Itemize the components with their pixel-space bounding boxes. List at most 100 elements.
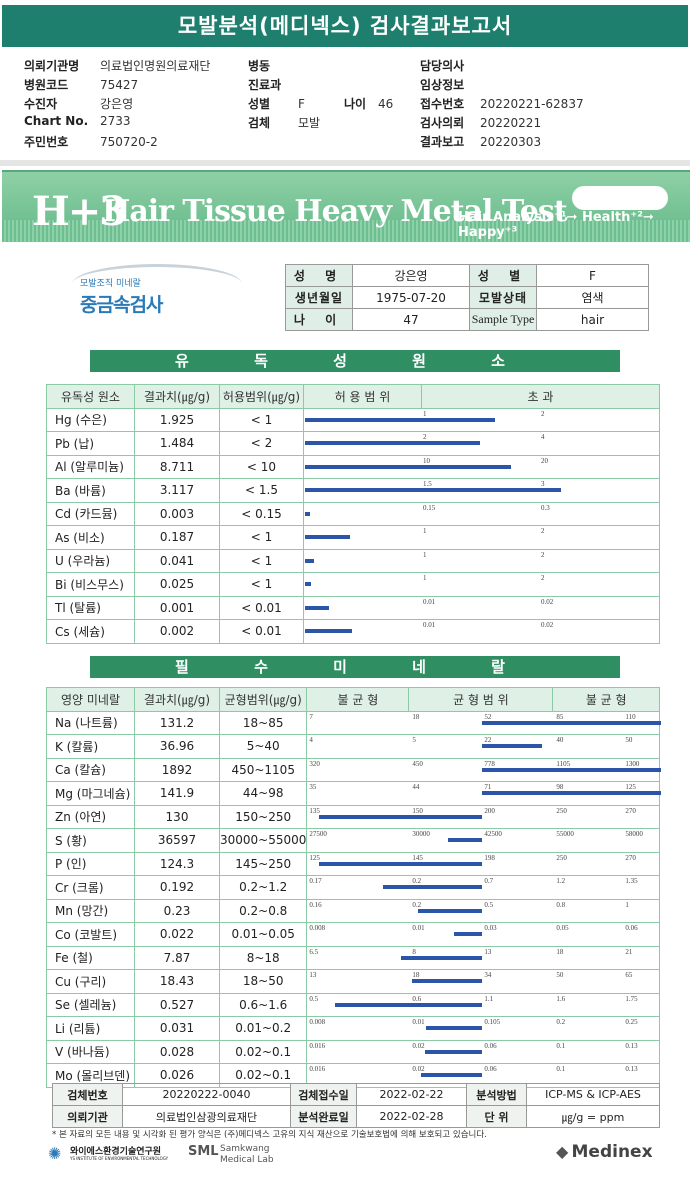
specimen-no: 20220222-0040 xyxy=(122,1083,291,1106)
table-row: Cd (카드뮴) 0.003 < 0.15 0.15 0.3 xyxy=(46,501,660,526)
balance-bar xyxy=(448,838,483,842)
balance-range: 0.2~0.8 xyxy=(218,898,308,923)
table-row: Ba (바륨) 3.117 < 1.5 1.5 3 xyxy=(46,478,660,503)
banner-tagline: Hair Analysis⁺¹➞ Health⁺²➞ Happy⁺³ xyxy=(458,210,654,240)
header-value: F xyxy=(298,97,305,111)
patient-dob: 1975-07-20 xyxy=(352,286,470,309)
mineral-heading: 필 수 미 네 랄 xyxy=(90,656,620,678)
header-key: 접수번호 xyxy=(420,97,465,111)
tick-label: 85 xyxy=(556,712,564,721)
allowed-range: < 10 xyxy=(219,454,304,479)
balance-bar xyxy=(424,1049,483,1054)
patient-label: 성 별 xyxy=(469,264,537,287)
tick-label: 0.02 xyxy=(541,621,554,629)
header-key: 의뢰기관명 xyxy=(24,59,80,73)
result-value: 0.041 xyxy=(134,548,220,573)
header-key: 진료과 xyxy=(248,78,282,92)
medinex-logo: ◆ Medinex xyxy=(556,1142,653,1162)
tick-label: 0.02 xyxy=(412,1065,425,1073)
banner-title: Hair Tissue Heavy Metal Test xyxy=(102,194,568,229)
level-bar-cell: 10 20 xyxy=(303,454,660,479)
tick-label: 0.016 xyxy=(309,1041,326,1050)
result-value: 36597 xyxy=(134,828,220,853)
table-row: Zn (아연) 130 150~250 135 150 200 250 270 xyxy=(46,804,660,829)
level-bar-cell: 0.01 0.02 xyxy=(303,595,660,620)
table-row: Se (셀레늄) 0.527 0.6~1.6 0.5 0.6 1.1 1.6 1.75 xyxy=(46,992,660,1017)
column-header: 허 용 범 위 xyxy=(303,384,422,409)
balance-bar xyxy=(482,720,662,725)
analysis-method: ICP-MS & ICP-AES xyxy=(526,1083,660,1106)
tick-label: 0.016 xyxy=(309,1065,326,1073)
tick-label: 0.3 xyxy=(541,503,550,512)
header-value: 20220221 xyxy=(480,116,542,130)
tick-label: 1105 xyxy=(556,759,571,768)
tick-label: 1 xyxy=(423,527,427,535)
balance-bar-cell: 0.17 0.2 0.7 1.2 1.35 xyxy=(306,875,660,900)
tick-label: 71 xyxy=(484,783,492,791)
age-key: 나이 xyxy=(344,97,367,111)
tick-label: 125 xyxy=(625,783,636,791)
footer-label: 의뢰기관 xyxy=(52,1105,123,1128)
header-value: 75427 xyxy=(100,78,139,92)
patient-label: Sample Type xyxy=(469,308,537,331)
element-name: Tl (탈륨) xyxy=(46,595,135,620)
tick-label: 0.01 xyxy=(423,597,436,606)
table-row: Fe (철) 7.87 8~18 6.5 8 13 18 21 xyxy=(46,945,660,970)
mineral-name: P (인) xyxy=(46,851,135,876)
seal-arc xyxy=(72,264,242,304)
tick-label: 0.5 xyxy=(309,994,319,1003)
table-row: Cu (구리) 18.43 18~50 13 18 34 50 65 xyxy=(46,969,660,994)
header-field: 검체 모발 xyxy=(248,114,320,131)
element-name: Bi (비스무스) xyxy=(46,572,135,597)
tick-label: 778 xyxy=(484,759,495,768)
header-key: 담당의사 xyxy=(420,59,465,73)
header-value: 모발 xyxy=(298,116,321,130)
balance-bar-cell: 27500 30000 42500 55000 58000 xyxy=(306,828,660,853)
element-name: U (우라늄) xyxy=(46,548,135,573)
header-value: 강은영 xyxy=(100,97,134,111)
tick-label: 145 xyxy=(412,853,423,862)
tick-label: 8 xyxy=(412,947,416,956)
tick-label: 0.15 xyxy=(423,503,436,512)
mineral-name: Mn (망간) xyxy=(46,898,135,923)
table-row: S (황) 36597 30000~55000 27500 30000 42500 5500… xyxy=(46,828,660,853)
tick-label: 2 xyxy=(423,433,427,441)
footer-label: 단 위 xyxy=(466,1105,527,1128)
tick-label: 1 xyxy=(423,550,427,559)
samkwang-lab: Medical Lab xyxy=(220,1155,274,1165)
balance-bar-cell: 0.016 0.02 0.06 0.1 0.13 xyxy=(306,1039,660,1064)
toxic-heading: 유 독 성 원 소 xyxy=(90,350,620,372)
tick-label: 13 xyxy=(309,971,317,979)
balance-range: 0.02~0.1 xyxy=(218,1039,308,1064)
table-row: K (칼륨) 36.96 5~40 4 5 22 40 50 xyxy=(46,734,660,759)
tick-label: 270 xyxy=(625,806,636,815)
tick-label: 0.5 xyxy=(484,900,494,909)
banner-stripe xyxy=(2,220,690,242)
tick-label: 1.75 xyxy=(625,994,638,1003)
table-row: Cs (세슘) 0.002 < 0.01 0.01 0.02 xyxy=(46,619,660,644)
patient-label: 성 명 xyxy=(285,264,353,287)
patient-sex: F xyxy=(536,264,649,287)
level-bar xyxy=(305,441,481,445)
mineral-name: S (황) xyxy=(46,828,135,853)
seal-subtitle: 모발조직 미네랄 xyxy=(80,279,141,289)
tick-label: 58000 xyxy=(625,830,643,838)
tick-label: 0.01 xyxy=(412,924,425,932)
balance-bar-cell: 35 44 71 98 125 xyxy=(306,781,662,806)
tick-label: 0.13 xyxy=(625,1065,638,1073)
medinex-name: Medinex xyxy=(571,1142,653,1162)
mineral-name: Se (셀레늄) xyxy=(46,992,135,1017)
header-value: 의료법인명원의료재단 xyxy=(100,59,211,73)
balance-bar xyxy=(319,861,483,866)
tick-label: 27500 xyxy=(309,830,327,838)
patient-info-table: 성 명 강은영 성 별 F 생년월일 1975-07-20 모발상태 염색 나 … xyxy=(285,264,649,331)
header-key: 검사의뢰 xyxy=(420,116,465,130)
mineral-name: Cr (크롬) xyxy=(46,875,135,900)
patient-hair: 염색 xyxy=(536,286,649,309)
header-key: Chart No. xyxy=(24,114,89,128)
tick-label: 4 xyxy=(541,433,545,441)
